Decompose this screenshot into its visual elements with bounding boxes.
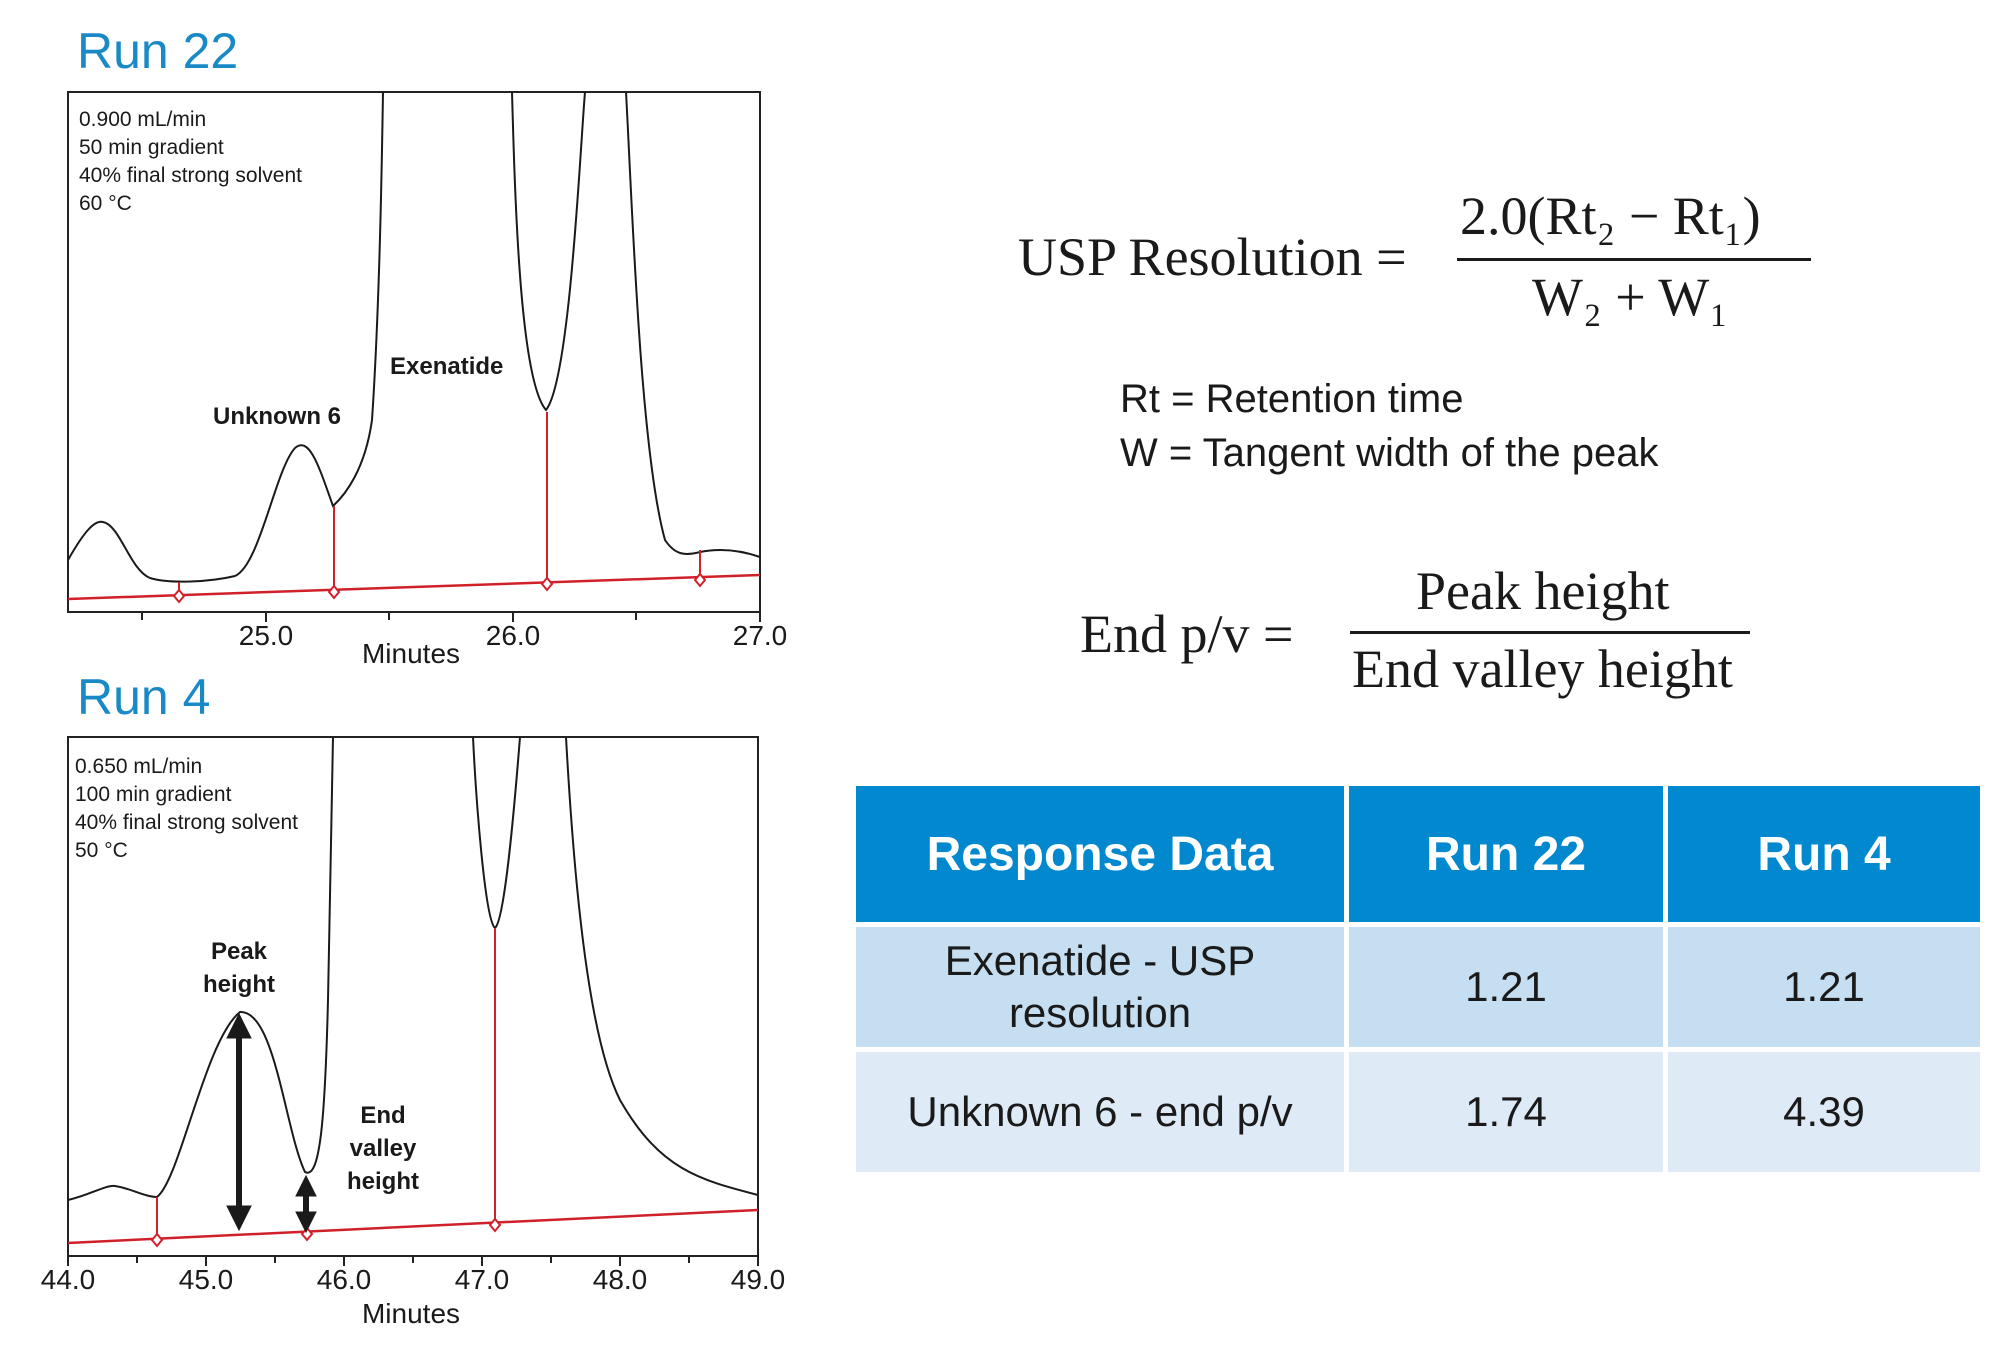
condition-gradient: 50 min gradient bbox=[79, 136, 224, 159]
response-data-table: Response Data Run 22 Run 4 Exenatide - U… bbox=[851, 781, 1985, 1177]
row-value-run22: 1.74 bbox=[1349, 1052, 1663, 1172]
table-header-row: Response Data Run 22 Run 4 bbox=[856, 786, 1980, 922]
condition-flow: 0.650 mL/min bbox=[75, 755, 203, 778]
label-line: valley bbox=[349, 1135, 417, 1162]
row-value-run4: 4.39 bbox=[1668, 1052, 1980, 1172]
peak-height-arrow bbox=[226, 1012, 252, 1232]
pv-fraction-bar bbox=[1350, 631, 1750, 634]
row-value-run4: 1.21 bbox=[1668, 927, 1980, 1047]
condition-gradient: 100 min gradient bbox=[75, 783, 232, 806]
usp-resolution-lhs: USP Resolution = bbox=[1018, 227, 1407, 287]
run22-conditions: 0.900 mL/min 50 min gradient 40% final s… bbox=[79, 106, 302, 218]
run4-tick: 49.0 bbox=[730, 1264, 786, 1295]
label-unknown6: Unknown 6 bbox=[213, 403, 342, 430]
label-line: height bbox=[203, 971, 275, 998]
run4-tick: 46.0 bbox=[316, 1264, 372, 1295]
usp-resolution-denominator: W₂ + W₁ bbox=[1532, 267, 1729, 327]
run22-tick: 27.0 bbox=[732, 620, 788, 651]
condition-solvent: 40% final strong solvent bbox=[75, 811, 298, 834]
run4-tick: 48.0 bbox=[592, 1264, 648, 1295]
usp-resolution-numerator: 2.0(Rt₂ − Rt₁) bbox=[1460, 186, 1761, 246]
label-exenatide: Exenatide bbox=[390, 353, 504, 380]
run4-title: Run 4 bbox=[77, 669, 211, 725]
table-row: Exenatide - USP resolution 1.21 1.21 bbox=[856, 927, 1980, 1047]
label-line: height bbox=[347, 1168, 419, 1195]
row-value-run22: 1.21 bbox=[1349, 927, 1663, 1047]
run22-tick: 25.0 bbox=[238, 620, 294, 651]
run4-conditions: 0.650 mL/min 100 min gradient 40% final … bbox=[75, 753, 298, 865]
run22-plot bbox=[67, 91, 761, 622]
header-run4: Run 4 bbox=[1668, 786, 1980, 922]
definition-rt: Rt = Retention time bbox=[1120, 377, 1464, 421]
run4-tick: 45.0 bbox=[178, 1264, 234, 1295]
run4-xlabel: Minutes bbox=[361, 1298, 461, 1329]
row-label: Exenatide - USP resolution bbox=[856, 927, 1344, 1047]
label-line: Peak bbox=[210, 938, 268, 965]
end-pv-denominator: End valley height bbox=[1352, 639, 1733, 699]
label-peak-height: Peak height bbox=[196, 935, 282, 1001]
run22-tick: 26.0 bbox=[485, 620, 541, 651]
row-label: Unknown 6 - end p/v bbox=[856, 1052, 1344, 1172]
label-line: End bbox=[360, 1102, 406, 1129]
label-end-valley-height: End valley height bbox=[333, 1099, 433, 1198]
end-pv-numerator: Peak height bbox=[1416, 561, 1670, 621]
condition-temp: 60 °C bbox=[79, 192, 132, 215]
usp-fraction-bar bbox=[1457, 258, 1811, 261]
definition-w: W = Tangent width of the peak bbox=[1120, 431, 1659, 475]
table-row: Unknown 6 - end p/v 1.74 4.39 bbox=[856, 1052, 1980, 1172]
end-pv-lhs: End p/v = bbox=[1080, 604, 1294, 664]
run22-xlabel: Minutes bbox=[361, 638, 461, 669]
definitions: Rt = Retention time W = Tangent width of… bbox=[1120, 372, 1659, 480]
header-response-data: Response Data bbox=[856, 786, 1344, 922]
header-run22: Run 22 bbox=[1349, 786, 1663, 922]
condition-flow: 0.900 mL/min bbox=[79, 108, 207, 131]
run22-title: Run 22 bbox=[77, 23, 239, 79]
end-valley-height-arrow bbox=[295, 1174, 317, 1234]
run4-tick: 47.0 bbox=[454, 1264, 510, 1295]
run4-tick: 44.0 bbox=[40, 1264, 96, 1295]
condition-temp: 50 °C bbox=[75, 839, 128, 862]
condition-solvent: 40% final strong solvent bbox=[79, 164, 302, 187]
run4-plot bbox=[67, 736, 759, 1266]
